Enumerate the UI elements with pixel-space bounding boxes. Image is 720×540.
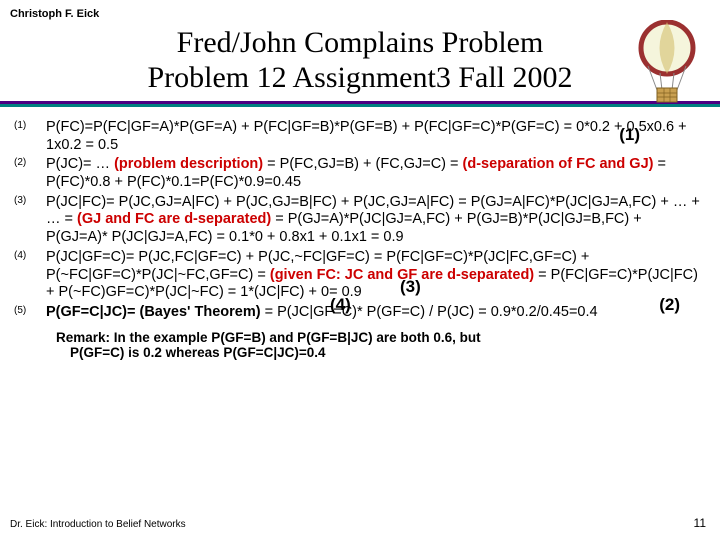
title-line1: Fred/John Complains Problem	[177, 26, 544, 59]
annotation-1: (1)	[619, 125, 640, 146]
item-2: (2) P(JC)= … (problem description) = P(F…	[46, 156, 702, 191]
item-1: (1) P(FC)=P(FC|GF=A)*P(GF=A) + P(FC|GF=B…	[46, 119, 702, 154]
item-2-red-a: (problem description)	[114, 156, 263, 172]
item-5: (5) P(GF=C|JC)= (Bayes' Theorem) = P(JC|…	[46, 304, 702, 322]
remark-line1: Remark: In the example P(GF=B) and P(GF=…	[56, 330, 702, 345]
remark-line2: P(GF=C) is 0.2 whereas P(GF=C|JC)=0.4	[56, 345, 702, 360]
item-number: (2)	[14, 157, 26, 169]
item-3: (3) P(JC|FC)= P(JC,GJ=A|FC) + P(JC,GJ=B|…	[46, 194, 702, 247]
item-number: (1)	[14, 120, 26, 132]
item-5-bold: P(GF=C|JC)= (Bayes' Theorem)	[46, 304, 261, 320]
item-number: (5)	[14, 305, 26, 317]
content-area: (1) P(FC)=P(FC|GF=A)*P(GF=A) + P(FC|GF=B…	[0, 107, 720, 322]
item-number: (4)	[14, 250, 26, 262]
item-2-text-b: = P(FC,GJ=B) + (FC,GJ=C) =	[263, 156, 462, 172]
title-line2: Problem 12 Assignment3 Fall 2002	[147, 61, 572, 94]
item-2-red-b: (d-separation of FC and GJ)	[463, 156, 654, 172]
balloon-icon	[632, 20, 702, 110]
item-5-text: = P(JC|GF=C)* P(GF=C) / P(JC) = 0.9*0.2/…	[261, 304, 598, 320]
item-3-red: (GJ and FC are d-separated)	[77, 211, 271, 227]
annotation-3: (3)	[400, 277, 421, 298]
remark-block: Remark: In the example P(GF=B) and P(GF=…	[0, 324, 720, 360]
footer-text: Dr. Eick: Introduction to Belief Network…	[10, 519, 186, 530]
page-number: 11	[694, 516, 706, 530]
slide-title: Fred/John Complains Problem Problem 12 A…	[0, 0, 720, 95]
author-name: Christoph F. Eick	[10, 8, 99, 20]
item-1-text: P(FC)=P(FC|GF=A)*P(GF=A) + P(FC|GF=B)*P(…	[46, 119, 687, 153]
annotation-4: (4)	[330, 295, 351, 316]
item-2-text-a: P(JC)= …	[46, 156, 114, 172]
annotation-2: (2)	[659, 295, 680, 316]
item-number: (3)	[14, 195, 26, 207]
item-4: (4) P(JC|GF=C)= P(JC,FC|GF=C) + P(JC,~FC…	[46, 249, 702, 302]
